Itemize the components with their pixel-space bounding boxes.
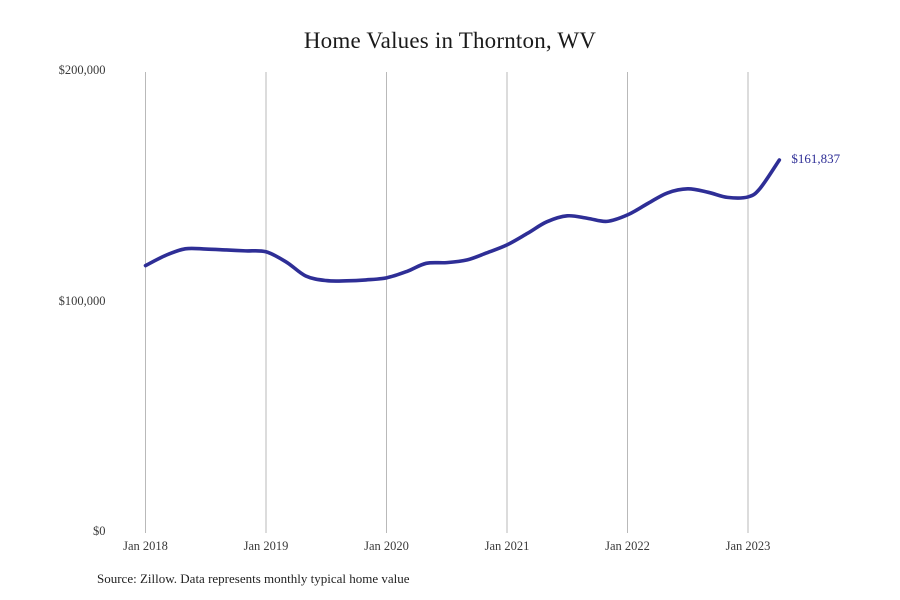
end-value-label: $161,837	[791, 150, 841, 166]
x-tick-label: Jan 2021	[484, 539, 530, 553]
x-tick-label: Jan 2019	[243, 539, 289, 553]
x-tick-label: Jan 2022	[605, 539, 650, 553]
source-note: Source: Zillow. Data represents monthly …	[97, 571, 410, 586]
x-tick-label: Jan 2020	[364, 539, 409, 553]
gridlines-group	[145, 72, 749, 533]
y-tick-label: $200,000	[58, 63, 106, 77]
x-tick-label: Jan 2018	[123, 539, 168, 553]
series-line-typical-home-value	[143, 158, 782, 283]
y-tick-label: $0	[93, 524, 106, 538]
x-tick-label: Jan 2023	[725, 539, 771, 553]
y-tick-label: $100,000	[58, 293, 106, 308]
chart-title: Home Values in Thornton, WV	[303, 28, 597, 53]
